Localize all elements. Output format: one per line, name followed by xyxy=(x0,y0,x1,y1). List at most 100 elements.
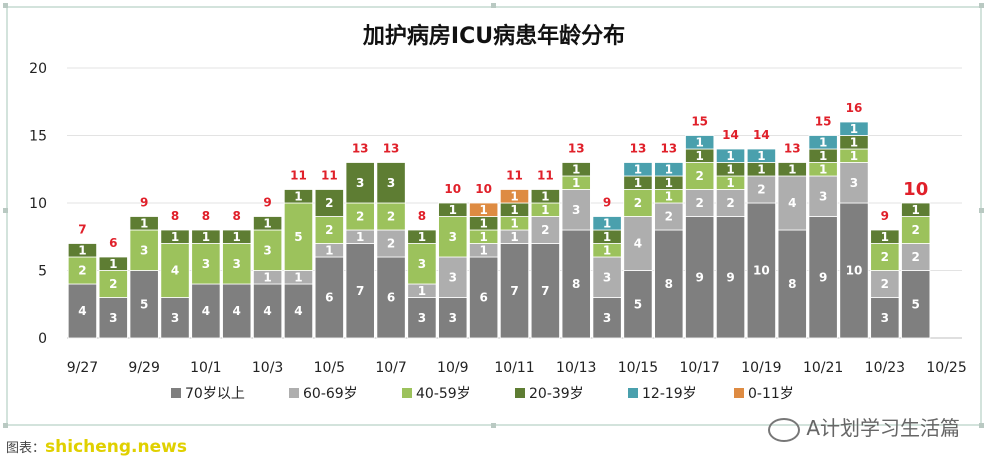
segment-label: 3 xyxy=(603,311,611,325)
resize-handle-bottom-right[interactable] xyxy=(979,423,984,428)
segment-label: 4 xyxy=(171,264,179,278)
x-tick-label: 10/1 xyxy=(190,360,221,376)
segment-label: 1 xyxy=(510,216,518,230)
x-tick-label: 10/17 xyxy=(679,360,719,376)
bar-segment xyxy=(191,283,221,339)
segment-label: 1 xyxy=(634,162,642,176)
x-tick-label: 10/7 xyxy=(375,360,406,376)
bar-segment xyxy=(407,243,437,285)
resize-handle-top-right[interactable] xyxy=(979,3,984,8)
segment-label: 1 xyxy=(479,243,487,257)
watermark-left: 图表：shicheng.news xyxy=(6,437,187,457)
resize-handle-bottom-middle[interactable] xyxy=(491,423,496,428)
x-tick-label: 10/3 xyxy=(252,360,283,376)
bar-segment xyxy=(129,270,159,339)
bar-segment xyxy=(777,162,807,177)
segment-label: 2 xyxy=(695,169,703,183)
bar-segment xyxy=(191,229,221,244)
bar-segment xyxy=(129,229,159,271)
segment-label: 2 xyxy=(109,277,117,291)
bar-total-label: 8 xyxy=(233,209,241,223)
segment-label: 8 xyxy=(572,277,580,291)
bar-segment xyxy=(808,135,838,150)
segment-label: 6 xyxy=(479,291,487,305)
bar-total-label: 11 xyxy=(290,169,307,183)
segment-label: 1 xyxy=(726,149,734,163)
bar-segment xyxy=(438,216,468,258)
segment-label: 2 xyxy=(387,210,395,224)
segment-label: 1 xyxy=(726,176,734,190)
bar-segment xyxy=(499,243,530,339)
segment-label: 7 xyxy=(356,284,364,298)
bar-segment xyxy=(870,270,900,298)
y-tick-label: 5 xyxy=(38,264,47,280)
bar-segment xyxy=(685,189,715,217)
bar-total-label: 15 xyxy=(691,115,708,129)
segment-label: 3 xyxy=(449,230,457,244)
x-tick-label: 10/13 xyxy=(556,360,596,376)
x-tick-label: 10/15 xyxy=(618,360,658,376)
segment-label: 1 xyxy=(510,189,518,203)
segment-label: 2 xyxy=(387,237,395,251)
resize-handle-top-middle[interactable] xyxy=(491,3,496,8)
segment-label: 1 xyxy=(418,230,426,244)
segment-label: 5 xyxy=(912,297,920,311)
segment-label: 9 xyxy=(726,270,734,284)
segment-label: 4 xyxy=(634,237,642,251)
resize-handle-middle-left[interactable] xyxy=(3,208,8,213)
segment-label: 1 xyxy=(479,203,487,217)
bar-segment xyxy=(530,243,560,339)
legend-swatch xyxy=(628,388,638,398)
legend-swatch xyxy=(289,388,299,398)
segment-label: 1 xyxy=(356,230,364,244)
segment-label: 1 xyxy=(294,189,302,203)
segment-label: 2 xyxy=(541,223,549,237)
segment-label: 1 xyxy=(603,216,611,230)
resize-handle-top-left[interactable] xyxy=(3,3,8,8)
bar-segment xyxy=(839,202,869,339)
segment-label: 8 xyxy=(788,277,796,291)
bar-segment xyxy=(715,189,746,217)
bar-total-label: 14 xyxy=(722,128,739,142)
segment-label: 3 xyxy=(387,176,395,190)
bar-segment xyxy=(777,175,807,231)
resize-handle-middle-right[interactable] xyxy=(979,208,984,213)
segment-label: 1 xyxy=(695,135,703,149)
segment-label: 1 xyxy=(603,243,611,257)
segment-label: 1 xyxy=(603,230,611,244)
bar-segment xyxy=(623,270,653,339)
bar-segment xyxy=(685,135,715,150)
segment-label: 3 xyxy=(449,311,457,325)
segment-label: 1 xyxy=(819,135,827,149)
legend-label: 60-69岁 xyxy=(303,386,358,402)
bar-segment xyxy=(870,229,900,244)
segment-label: 4 xyxy=(78,304,86,318)
bar-segment xyxy=(407,229,437,244)
segment-label: 2 xyxy=(757,183,765,197)
segment-label: 1 xyxy=(479,230,487,244)
bar-segment xyxy=(283,202,314,271)
bar-total-label: 9 xyxy=(140,196,148,210)
bar-segment xyxy=(438,202,468,217)
segment-label: 3 xyxy=(850,176,858,190)
x-tick-label: 10/21 xyxy=(803,360,843,376)
segment-label: 3 xyxy=(109,311,117,325)
bar-total-label: 9 xyxy=(603,196,611,210)
segment-label: 10 xyxy=(846,264,863,278)
bar-segment xyxy=(901,202,931,217)
bar-segment xyxy=(623,189,653,217)
legend-swatch xyxy=(515,388,525,398)
bar-segment xyxy=(314,189,344,217)
bar-segment xyxy=(438,256,468,298)
legend-swatch xyxy=(734,388,744,398)
resize-handle-bottom-left[interactable] xyxy=(3,423,8,428)
segment-label: 3 xyxy=(140,243,148,257)
bar-total-label: 13 xyxy=(352,142,369,156)
segment-label: 1 xyxy=(819,162,827,176)
bar-total-label: 13 xyxy=(660,142,677,156)
segment-label: 10 xyxy=(753,264,770,278)
segment-label: 5 xyxy=(294,230,302,244)
bar-total-label: 6 xyxy=(109,236,117,250)
bar-segment xyxy=(746,148,776,163)
